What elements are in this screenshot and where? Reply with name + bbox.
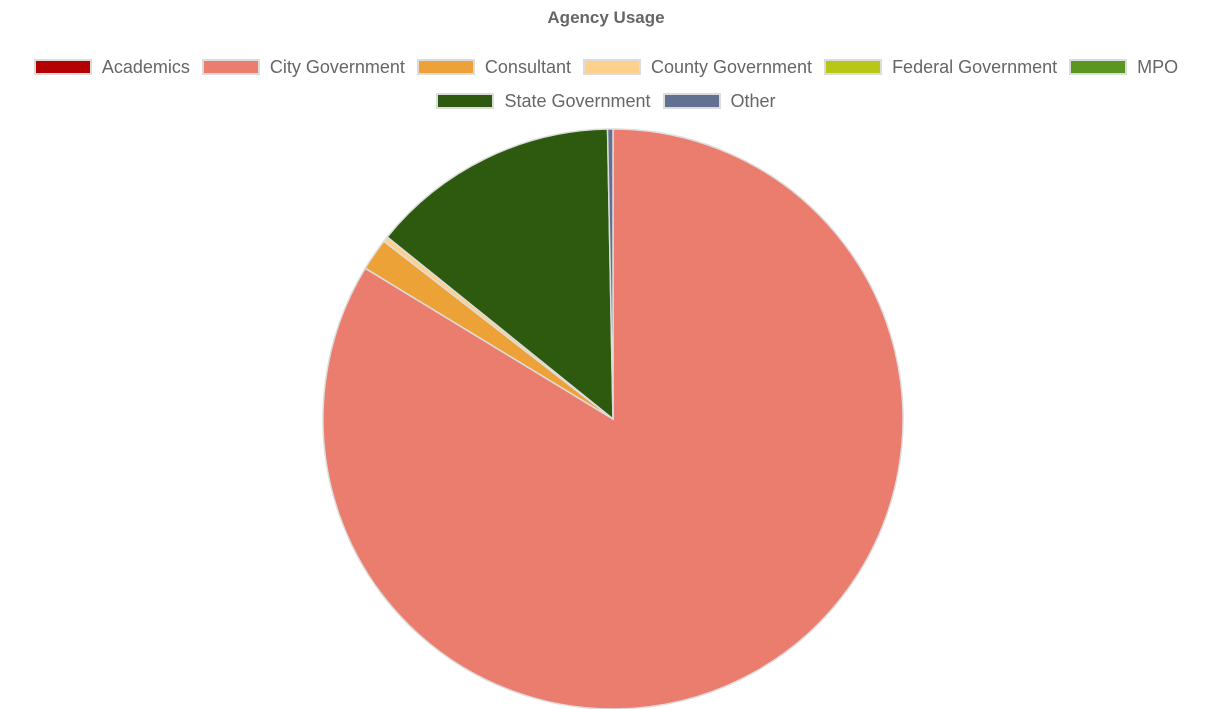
legend-item-state-government[interactable]: State Government	[436, 90, 651, 112]
pie-slice-city-government[interactable]	[322, 128, 904, 709]
legend-item-other[interactable]: Other	[662, 90, 776, 112]
legend-label-other: Other	[730, 90, 776, 111]
legend-label-academics: Academics	[101, 56, 190, 77]
legend-swatch-city-government	[201, 59, 260, 75]
legend-swatch-mpo	[1069, 59, 1128, 75]
legend-label-city-government: City Government	[269, 56, 405, 77]
legend-item-county-government[interactable]: County Government	[582, 56, 813, 78]
legend-label-county-government: County Government	[650, 56, 813, 77]
chart-legend: Academics City Government Consultant County…	[0, 56, 1212, 112]
legend-swatch-federal-government	[824, 59, 883, 75]
legend-swatch-other	[662, 93, 721, 109]
legend-item-academics[interactable]: Academics	[33, 56, 190, 78]
legend-label-consultant: Consultant	[484, 56, 571, 77]
pie-slice-other[interactable]	[606, 128, 614, 420]
legend-label-mpo: MPO	[1137, 56, 1179, 77]
legend-item-city-government[interactable]: City Government	[201, 56, 405, 78]
chart-title: Agency Usage	[547, 8, 665, 27]
legend-swatch-academics	[33, 59, 92, 75]
legend-item-consultant[interactable]: Consultant	[416, 56, 571, 78]
legend-swatch-state-government	[436, 93, 495, 109]
legend-label-state-government: State Government	[504, 90, 651, 111]
legend-swatch-consultant	[416, 59, 475, 75]
legend-swatch-county-government	[582, 59, 641, 75]
legend-label-federal-government: Federal Government	[892, 56, 1058, 77]
legend-item-federal-government[interactable]: Federal Government	[824, 56, 1057, 78]
legend-item-mpo[interactable]: MPO	[1069, 56, 1178, 78]
pie-slice-state-government[interactable]	[386, 128, 614, 421]
